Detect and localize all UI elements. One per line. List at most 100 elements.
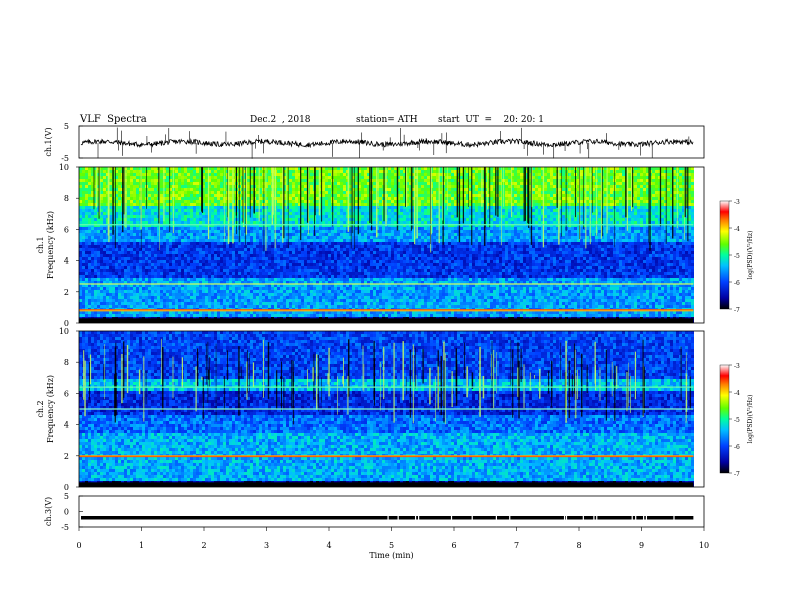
ch1-spectrogram-cell bbox=[166, 167, 169, 170]
ch1-spectrogram-cell bbox=[361, 185, 364, 188]
ch1-spectrogram-cell bbox=[79, 209, 82, 212]
ch1-spectrogram-cell bbox=[85, 179, 88, 182]
ch1-spectrogram-cell bbox=[691, 197, 694, 200]
ch1-spectrogram-cell bbox=[454, 191, 457, 194]
ch1-spectrogram-cell bbox=[598, 188, 601, 191]
ch1-spectrogram-cell bbox=[277, 206, 280, 209]
ch1-spectrogram-cell bbox=[475, 188, 478, 191]
ch1-spectrogram-cell bbox=[568, 176, 571, 179]
ch1-spectrogram-cell bbox=[97, 221, 100, 224]
ch1-spectrogram-cell bbox=[196, 194, 199, 197]
ch1-spectrogram-cell bbox=[628, 227, 631, 230]
ch1-spectrogram-cell bbox=[265, 182, 268, 185]
ch1-spectrogram-cell bbox=[565, 185, 568, 188]
ch1-spectrogram-cell bbox=[91, 185, 94, 188]
ch1-spectrogram-cell bbox=[616, 188, 619, 191]
ch1-spectrogram-cell bbox=[259, 230, 262, 233]
ch1-spectrogram-cell bbox=[187, 212, 190, 215]
ch1-spectrogram-cell bbox=[436, 233, 439, 236]
ch1-spectrogram-cell bbox=[532, 230, 535, 233]
ch1-spectrogram-cell bbox=[355, 209, 358, 212]
ch1-spectrogram-cell bbox=[241, 233, 244, 236]
ch1-spectrogram-cell bbox=[256, 200, 259, 203]
ch1-spectrogram-cell bbox=[580, 182, 583, 185]
ch1-spectrogram-cell bbox=[100, 206, 103, 209]
ch1-spectrogram-cell bbox=[517, 209, 520, 212]
ch1-spectrogram-cell bbox=[688, 200, 691, 203]
ch1-spectrogram-cell bbox=[505, 236, 508, 239]
ch1-spectrogram-cell bbox=[328, 179, 331, 182]
ch1-spectrogram-cell bbox=[571, 167, 574, 170]
ch1-spectrogram-cell bbox=[466, 221, 469, 224]
ch1-spectrogram-cell bbox=[661, 209, 664, 212]
ch1-spectrogram-cell bbox=[343, 188, 346, 191]
ch1-spectrogram-cell bbox=[136, 212, 139, 215]
ch1-spectrogram-cell bbox=[361, 167, 364, 170]
ch1-spectrogram-cell bbox=[166, 227, 169, 230]
ch1-spectrogram-cell bbox=[247, 167, 250, 170]
ch1-spectrogram-cell bbox=[418, 227, 421, 230]
ch1-spectrogram-cell bbox=[250, 233, 253, 236]
ch1-spectrogram-cell bbox=[340, 233, 343, 236]
ch1-spectrogram-cell bbox=[451, 203, 454, 206]
ch1-spectrogram-cell bbox=[451, 194, 454, 197]
ch1-spectrogram-cell bbox=[637, 191, 640, 194]
ch1-spectrogram-cell bbox=[517, 218, 520, 221]
ch1-spectrogram-cell bbox=[568, 221, 571, 224]
ch1-spectrogram-cell bbox=[490, 236, 493, 239]
ch1-spectrogram-cell bbox=[91, 173, 94, 176]
ch1-spectrogram-cell bbox=[151, 173, 154, 176]
ch1-spectrogram-cell bbox=[160, 185, 163, 188]
ch1-spectrogram-cell bbox=[553, 176, 556, 179]
ch1-spectrogram-cell bbox=[103, 218, 106, 221]
ch1-spectrogram-cell bbox=[166, 206, 169, 209]
ch1-spectrogram-cell bbox=[82, 185, 85, 188]
ch1-spectrogram-cell bbox=[229, 203, 232, 206]
ch1-spectrogram-cell bbox=[337, 230, 340, 233]
ch1-spectrogram-cell bbox=[301, 170, 304, 173]
ch1-spectrogram-cell bbox=[139, 230, 142, 233]
ch1-spectrogram-cell bbox=[277, 179, 280, 182]
ch1-spectrogram-cell bbox=[130, 239, 133, 242]
ch1-spectrogram-cell bbox=[94, 230, 97, 233]
ch1-spectrogram-cell bbox=[82, 239, 85, 242]
ch1-spectrogram-cell bbox=[421, 212, 424, 215]
ch1-spectrogram-cell bbox=[289, 200, 292, 203]
ch1-spectrogram-cell bbox=[580, 188, 583, 191]
ch1-spectrogram-cell bbox=[337, 194, 340, 197]
ch1-spectrogram-cell bbox=[661, 182, 664, 185]
ch1-spectrogram-cell bbox=[256, 206, 259, 209]
ch1-spectrogram-cell bbox=[610, 233, 613, 236]
ch1-spectrogram-cell bbox=[538, 191, 541, 194]
ch1-spectrogram-cell bbox=[460, 185, 463, 188]
ch1-spectrogram-cell bbox=[94, 215, 97, 218]
ch1-spectrogram-cell bbox=[364, 197, 367, 200]
ch1-spectrogram-cell bbox=[337, 218, 340, 221]
ch1-spectrogram-cell bbox=[265, 209, 268, 212]
ch1-spectrogram-cell bbox=[295, 194, 298, 197]
ch1-spectrogram-cell bbox=[628, 176, 631, 179]
ch1-spectrogram-cell bbox=[301, 185, 304, 188]
ch1-spectrogram-cell bbox=[373, 233, 376, 236]
ch1-spectrogram-cell bbox=[220, 209, 223, 212]
ch1-spectrogram-cell bbox=[193, 209, 196, 212]
ch1-spectrogram-cell bbox=[667, 179, 670, 182]
ch1-spectrogram-cell bbox=[94, 218, 97, 221]
ch1-spectrogram-cell bbox=[364, 191, 367, 194]
ch1-spectrogram-cell bbox=[325, 209, 328, 212]
ch1-spectrogram-cell bbox=[502, 212, 505, 215]
ch1-spectrogram-cell bbox=[361, 188, 364, 191]
ch1-spectrogram-cell bbox=[127, 179, 130, 182]
ch1-spectrogram-cell bbox=[151, 176, 154, 179]
ch1-spectrogram-cell bbox=[94, 227, 97, 230]
ch1-spectrogram-cell bbox=[247, 188, 250, 191]
ch1-spectrogram-cell bbox=[502, 233, 505, 236]
ch1-spectrogram-cell bbox=[154, 194, 157, 197]
ch1-spectrogram-cell bbox=[562, 182, 565, 185]
ch1-spectrogram-cell bbox=[514, 173, 517, 176]
ch1-spectrogram-cell bbox=[133, 203, 136, 206]
ch1-spectrogram-cell bbox=[403, 209, 406, 212]
ch1-spectrogram-cell bbox=[565, 191, 568, 194]
ch1-spectrogram-cell bbox=[610, 227, 613, 230]
ch1-spectrogram-cell bbox=[214, 188, 217, 191]
